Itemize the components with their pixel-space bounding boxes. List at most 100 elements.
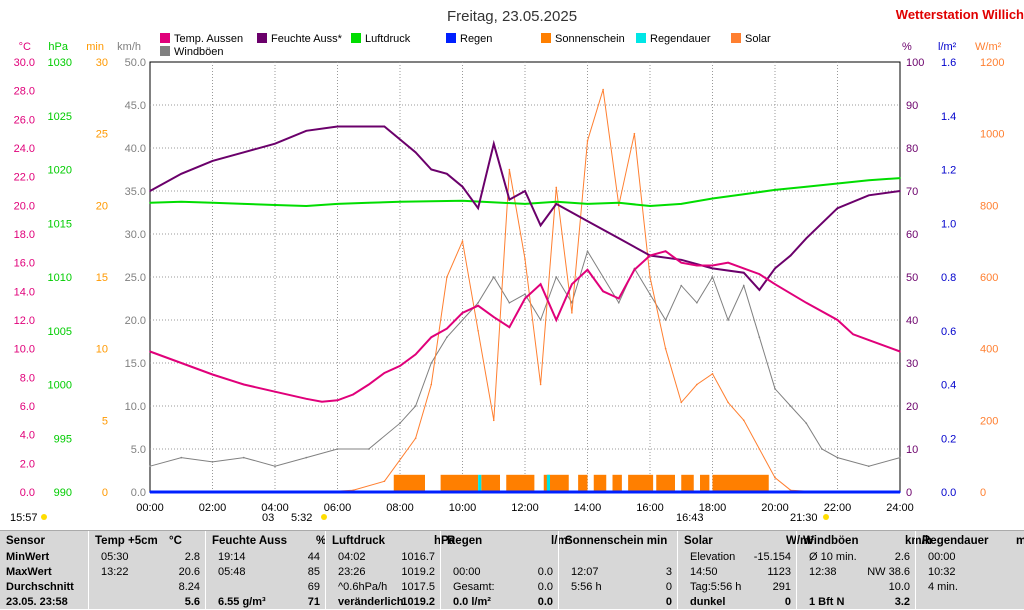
data-point — [789, 405, 792, 407]
regendauer-block — [546, 474, 550, 492]
x-tick-label: 02:00 — [199, 502, 227, 514]
rain-axis-tick-label: 1.6 — [941, 57, 956, 69]
table-row: 00:00 — [916, 549, 1024, 565]
table-cell: 1123 — [767, 566, 791, 578]
table-header-cell: km/h — [905, 535, 932, 547]
wind-axis-tick-label: 45.0 — [125, 100, 146, 112]
data-point — [383, 372, 386, 374]
data-point — [680, 284, 683, 287]
table-cell: 1019.2 — [401, 596, 435, 608]
table-cell: 10:32 — [928, 566, 956, 578]
wind-axis-tick-label: 50.0 — [125, 57, 146, 69]
data-point — [149, 350, 151, 353]
table-column: Sensor MinWert MaxWert Durchschnitt 23.05. 2… — [0, 531, 88, 609]
table-header: Luftdruck hPa — [326, 533, 455, 549]
solar-axis-tick-label: 1000 — [980, 129, 1004, 141]
data-point — [414, 437, 417, 440]
rain-axis-tick-label: 1.2 — [941, 165, 956, 177]
table-header-cell: mi — [1016, 535, 1024, 547]
legend-swatch — [731, 33, 741, 43]
sunshine-block — [393, 474, 425, 492]
table-row: 6.55 g/m³ 71 — [206, 594, 326, 610]
data-point — [336, 399, 339, 402]
data-point — [524, 293, 526, 296]
table-row: 5.6 — [89, 594, 206, 610]
data-point — [555, 186, 558, 189]
table-cell: 8.24 — [178, 581, 200, 593]
minutes-axis-tick-label: 25 — [96, 129, 108, 141]
data-point — [242, 203, 245, 205]
x-tick-label: 20:00 — [761, 502, 789, 514]
table-cell: 44 — [307, 551, 320, 563]
data-point — [383, 125, 386, 128]
table-cell: Gesamt: — [453, 581, 495, 593]
legend-swatch — [636, 33, 646, 43]
pressure-axis-tick-label: 1030 — [48, 57, 72, 69]
solar-axis-unit: W/m² — [975, 41, 1002, 53]
data-point — [430, 336, 433, 339]
table-header-cell: Solar — [684, 535, 713, 547]
data-point — [274, 465, 276, 468]
legend-swatch — [160, 33, 170, 43]
pressure-axis-unit: hPa — [48, 41, 68, 53]
table-cell: MinWert — [6, 551, 50, 563]
data-point — [680, 401, 683, 404]
sunshine-block — [481, 474, 500, 492]
sunshine-block — [612, 474, 622, 492]
data-point — [602, 88, 604, 91]
x-tick-label: 22:00 — [824, 502, 852, 514]
minutes-axis-tick-label: 20 — [96, 200, 108, 212]
data-point — [508, 168, 511, 171]
data-point — [211, 461, 214, 463]
humidity-axis-tick-label: 60 — [906, 229, 918, 241]
humidity-axis-tick-label: 90 — [906, 100, 918, 112]
data-point — [617, 297, 620, 300]
pressure-axis-tick-label: 1005 — [48, 326, 72, 338]
table-row: 19:14 44 — [206, 549, 326, 565]
wind-axis-tick-label: 25.0 — [125, 272, 146, 284]
data-point — [242, 383, 245, 386]
rain-axis-tick-label: 0.8 — [941, 272, 956, 284]
data-point — [617, 302, 620, 304]
table-column: Luftdruck hPa 04:02 1016.7 23:26 1019.2 ^0.6hP… — [325, 531, 455, 609]
data-point — [242, 151, 245, 154]
legend-label: Solar — [745, 33, 771, 45]
legend-swatch — [257, 33, 267, 43]
table-header: Sonnenschein min — [559, 533, 678, 549]
temp-axis-tick-label: 28.0 — [14, 86, 35, 98]
data-point — [774, 388, 776, 390]
sunset-icon — [823, 514, 829, 520]
pressure-axis-tick-label: 1000 — [48, 380, 72, 392]
wind-axis-tick-label: 15.0 — [125, 358, 146, 370]
temp-axis-tick-label: 4.0 — [20, 430, 35, 442]
table-row: 13:22 20.6 — [89, 564, 206, 580]
data-point — [899, 491, 901, 493]
temp-axis-tick-label: 26.0 — [14, 114, 35, 126]
data-point — [617, 237, 620, 240]
x-tick-label: 14:00 — [574, 502, 602, 514]
table-row: 10.0 — [797, 579, 916, 595]
data-point — [399, 422, 401, 425]
wind-axis-tick-label: 10.0 — [125, 401, 146, 413]
data-point — [414, 405, 417, 407]
data-point — [821, 448, 823, 450]
table-column: Regen l/m² 00:00 0.0 Gesamt: 0.0 0.0 l/m² 0.0 — [440, 531, 571, 609]
data-point — [274, 204, 276, 206]
data-point — [555, 200, 558, 203]
sunshine-block — [656, 474, 675, 492]
solar-axis-tick-label: 1200 — [980, 57, 1004, 69]
data-point — [867, 179, 870, 182]
legend-swatch — [541, 33, 551, 43]
data-point — [555, 319, 558, 321]
data-point — [539, 224, 542, 227]
table-header-cell: l/m² — [551, 535, 572, 547]
data-point — [867, 194, 870, 197]
rain-axis-unit: l/m² — [938, 41, 957, 53]
data-point — [571, 211, 573, 214]
data-point — [180, 200, 183, 203]
table-cell: 291 — [772, 581, 791, 593]
data-point — [774, 189, 776, 191]
data-point — [805, 302, 808, 304]
table-cell: 14:50 — [690, 566, 718, 578]
legend-label: Windböen — [174, 46, 224, 58]
